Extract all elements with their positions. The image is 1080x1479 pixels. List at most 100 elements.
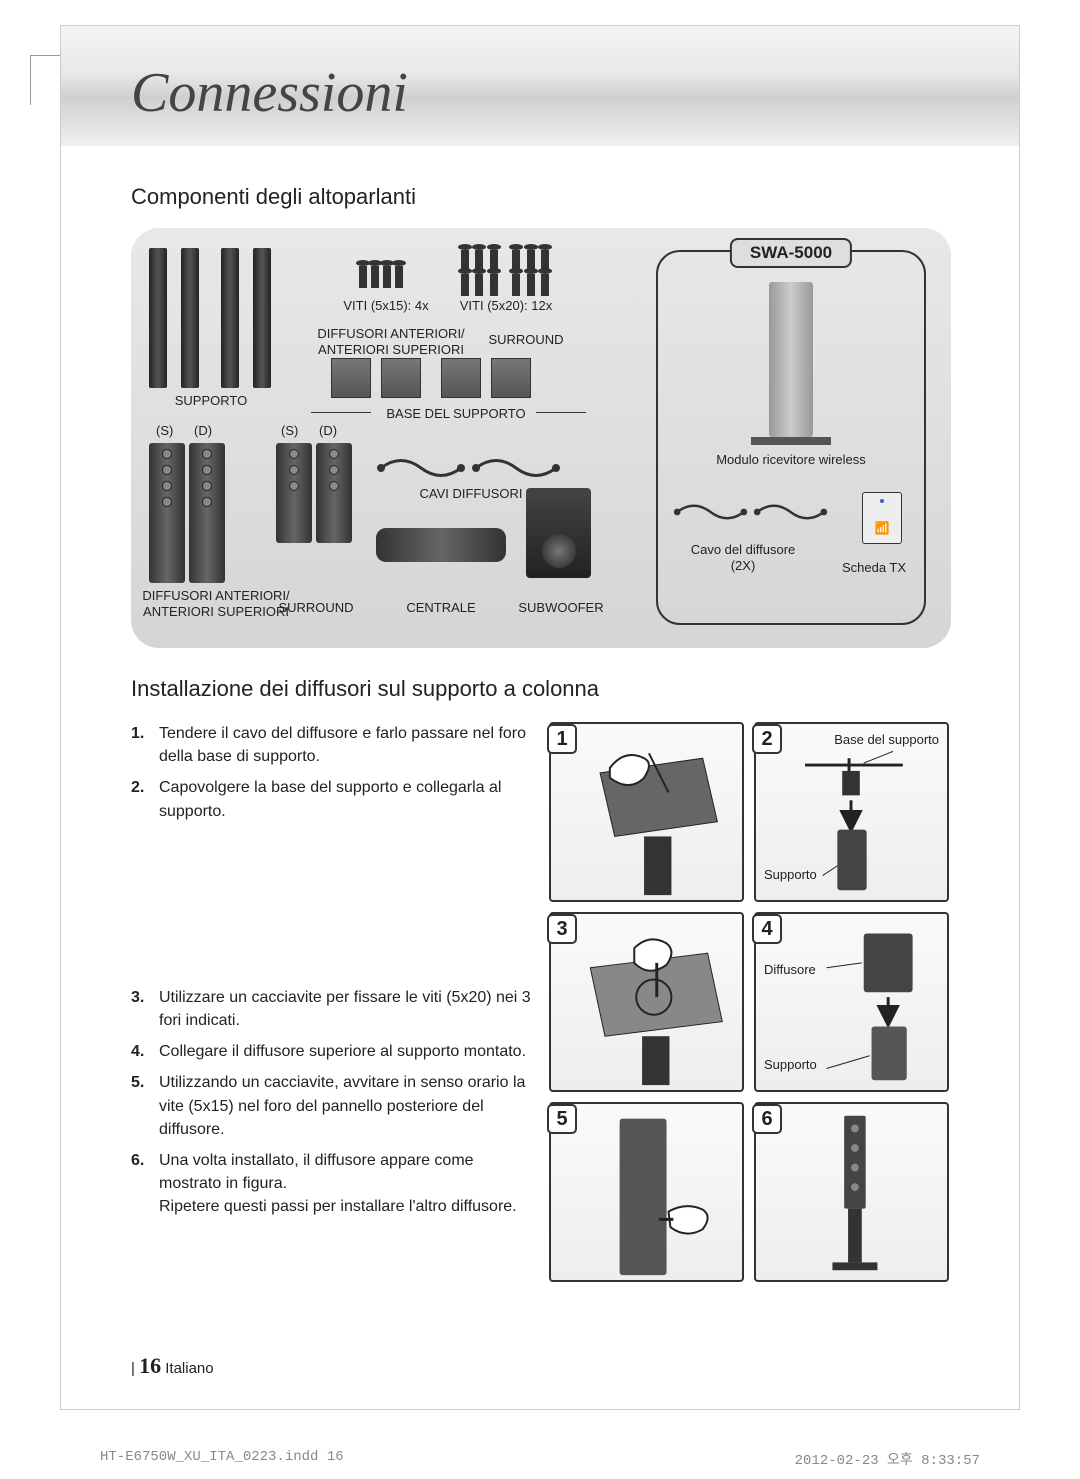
subwoofer-icon [526,488,591,578]
center-speaker-icon [376,528,506,562]
step-num: 6. [131,1149,159,1219]
fig3-illustration [551,914,742,1090]
section-components-heading: Componenti degli altoparlanti [131,184,949,210]
screw-icon [371,266,379,288]
fig1-illustration [551,724,742,900]
step-4: 4.Collegare il diffusore superiore al su… [131,1040,531,1063]
figure-number: 3 [547,914,577,944]
figure-6: 6 [754,1102,949,1282]
figure-number: 2 [752,724,782,754]
wireless-module-icon [769,282,813,437]
stand-stick-icon [181,248,199,388]
figure-number: 1 [547,724,577,754]
figure-3: 3 [549,912,744,1092]
content-area: Componenti degli altoparlanti SUPPORTO V… [61,146,1019,1302]
figure-5: 5 [549,1102,744,1282]
step-6: 6.Una volta installato, il diffusore app… [131,1149,531,1219]
label-d: (D) [194,423,212,439]
label-centrale: CENTRALE [391,600,491,616]
base-icon [441,358,481,398]
leader-line [311,412,371,413]
step-num: 2. [131,776,159,822]
imprint-date: 2012-02-23 오후 8:33:57 [795,1449,980,1469]
label-diff-ant-sup: DIFFUSORI ANTERIORI/ ANTERIORI SUPERIORI [316,326,466,359]
figure-2: 2 Base del supporto Supporto [754,722,949,902]
fig6-illustration [756,1104,947,1280]
label-s: (S) [281,423,298,439]
surround-speaker-icon [316,443,352,543]
step-num: 4. [131,1040,159,1063]
leader-line [536,412,586,413]
label-surround-2: SURROUND [271,600,361,616]
base-icon [331,358,371,398]
step-text: Capovolgere la base del supporto e colle… [159,776,531,822]
label-viti-5x20: VITI (5x20): 12x [451,298,561,314]
footer-bar: | [131,1360,135,1377]
label-subwoofer: SUBWOOFER [511,600,611,616]
stand-stick-icon [221,248,239,388]
screw-icon [359,266,367,288]
cable-icon [471,458,561,478]
imprint-row: HT-E6750W_XU_ITA_0223.indd 16 2012-02-23… [100,1449,980,1469]
screw-icon [383,266,391,288]
step-num: 5. [131,1071,159,1141]
title-bar: Connessioni [61,26,1019,146]
fig4-label-diffusore: Diffusore [764,962,816,977]
step-text: Tendere il cavo del diffusore e farlo pa… [159,722,531,768]
step-num: 3. [131,986,159,1032]
step-5: 5.Utilizzando un cacciavite, avvitare in… [131,1071,531,1141]
label-supporto: SUPPORTO [166,393,256,409]
cable-icon [753,502,828,522]
page-footer: | 16 Italiano [131,1353,214,1379]
fig2-label-supporto: Supporto [764,867,817,882]
step-text: Utilizzare un cacciavite per fissare le … [159,986,531,1032]
label-cavo2x: Cavo del diffusore (2X) [668,542,818,575]
label-cavi: CAVI DIFFUSORI [411,486,531,502]
screw-group-icon [461,274,549,301]
base-icon [491,358,531,398]
screw-icon [395,266,403,288]
section-install-heading: Installazione dei diffusori sul supporto… [131,676,949,702]
step-text: Collegare il diffusore superiore al supp… [159,1040,526,1063]
components-diagram: SUPPORTO VITI (5x15): 4x [131,228,951,648]
figure-number: 5 [547,1104,577,1134]
surround-speaker-icon [276,443,312,543]
swa-title: SWA-5000 [730,238,852,268]
fig2-label-base: Base del supporto [834,732,939,747]
module-base-icon [751,437,831,445]
step-text: Una volta installato, il diffusore appar… [159,1149,531,1219]
step-1: 1.Tendere il cavo del diffusore e farlo … [131,722,531,768]
label-scheda-tx: Scheda TX [829,560,919,576]
imprint-file: HT-E6750W_XU_ITA_0223.indd 16 [100,1449,344,1469]
install-layout: 1.Tendere il cavo del diffusore e farlo … [131,722,949,1282]
tx-card-icon: 📶 [862,492,902,544]
label-viti-5x15: VITI (5x15): 4x [336,298,436,314]
step-3: 3.Utilizzare un cacciavite per fissare l… [131,986,531,1032]
page-frame: Connessioni Componenti degli altoparlant… [60,25,1020,1410]
front-speaker-icon [189,443,225,583]
cable-icon [376,458,466,478]
swa-box: SWA-5000 Modulo ricevitore wireless Cavo… [656,250,926,625]
figure-1: 1 [549,722,744,902]
label-modulo: Modulo ricevitore wireless [658,452,924,468]
base-icon [381,358,421,398]
step-text: Utilizzando un cacciavite, avvitare in s… [159,1071,531,1141]
cable-icon [673,502,748,522]
figure-4: 4 Diffusore Supporto [754,912,949,1092]
step-2: 2.Capovolgere la base del supporto e col… [131,776,531,822]
page-title: Connessioni [131,61,1019,125]
label-surround: SURROUND [476,332,576,348]
label-base-supporto: BASE DEL SUPPORTO [376,406,536,422]
install-steps: 1.Tendere il cavo del diffusore e farlo … [131,722,531,1282]
footer-lang: Italiano [165,1360,213,1377]
figure-number: 6 [752,1104,782,1134]
label-d: (D) [319,423,337,439]
label-s: (S) [156,423,173,439]
page-number: 16 [139,1353,161,1378]
fig4-label-supporto: Supporto [764,1057,817,1072]
stand-stick-icon [253,248,271,388]
figures-column: 1 2 Base del supporto Supporto [549,722,949,1282]
figure-number: 4 [752,914,782,944]
stand-stick-icon [149,248,167,388]
front-speaker-icon [149,443,185,583]
